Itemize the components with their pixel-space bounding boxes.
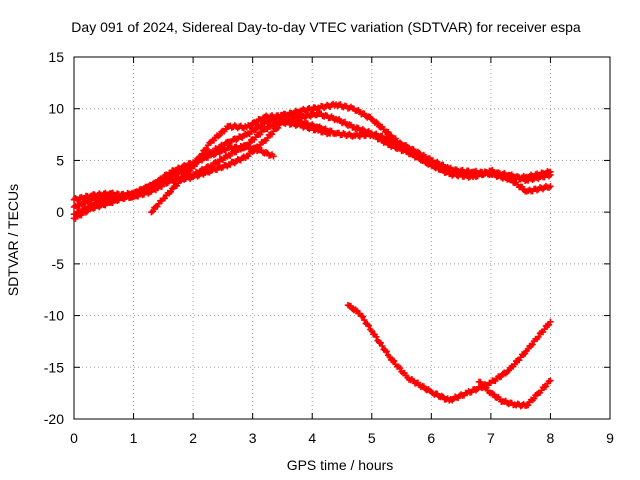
data-point-marker bbox=[530, 395, 538, 402]
x-tick-label: 7 bbox=[487, 430, 495, 446]
y-tick-label: -5 bbox=[52, 256, 65, 272]
x-axis-title: GPS time / hours bbox=[287, 457, 394, 473]
data-point-marker bbox=[361, 316, 368, 324]
series-trace-4 bbox=[70, 118, 334, 222]
x-tick-label: 3 bbox=[249, 430, 257, 446]
data-point-marker bbox=[524, 401, 532, 409]
axis-ticks: 0 1 2 3 4 5 6 7 8 9 15 10 5 0 -5 -10 -15 -20 bbox=[44, 49, 614, 446]
y-tick-label: -20 bbox=[44, 411, 64, 427]
y-tick-label: 15 bbox=[48, 49, 64, 65]
data-point-marker bbox=[529, 341, 536, 348]
data-point-marker bbox=[149, 207, 157, 215]
data-point-marker bbox=[186, 167, 194, 174]
data-point bbox=[547, 183, 554, 190]
x-tick-label: 6 bbox=[427, 430, 435, 446]
data-point bbox=[547, 171, 554, 179]
data-point bbox=[326, 130, 334, 137]
y-tick-label: 10 bbox=[48, 101, 64, 117]
data-point-marker bbox=[167, 188, 174, 195]
y-tick-label: -15 bbox=[44, 359, 64, 375]
data-point-marker bbox=[192, 160, 200, 168]
data-point-marker bbox=[390, 357, 398, 365]
y-axis-title: SDTVAR / TECUs bbox=[5, 184, 21, 296]
data-point-marker bbox=[396, 364, 404, 372]
x-tick-label: 2 bbox=[189, 430, 197, 446]
series-trace-5 bbox=[148, 143, 277, 216]
data-point-marker bbox=[274, 124, 282, 132]
plot-frame bbox=[73, 56, 611, 420]
data-point-marker bbox=[365, 322, 372, 329]
x-tick-label: 5 bbox=[368, 430, 376, 446]
data-point bbox=[547, 318, 554, 325]
grid bbox=[74, 57, 610, 419]
data-point-marker bbox=[383, 348, 390, 355]
series-trace-7 bbox=[475, 377, 554, 410]
series-layer bbox=[70, 100, 554, 410]
x-tick-label: 1 bbox=[130, 430, 138, 446]
data-point-marker bbox=[203, 145, 210, 153]
x-tick-label: 0 bbox=[70, 430, 78, 446]
data-point-marker bbox=[511, 361, 518, 368]
y-tick-label: 5 bbox=[56, 152, 64, 168]
x-tick-label: 9 bbox=[606, 430, 614, 446]
y-tick-label: 0 bbox=[56, 204, 64, 220]
y-tick-label: -10 bbox=[44, 308, 64, 324]
x-tick-label: 8 bbox=[547, 430, 555, 446]
data-point-marker bbox=[179, 175, 186, 183]
series-trace-3 bbox=[70, 116, 554, 218]
data-point bbox=[270, 153, 277, 160]
data-point-marker bbox=[379, 342, 386, 350]
data-point-marker bbox=[161, 195, 169, 202]
data-point bbox=[547, 377, 554, 384]
data-point-marker bbox=[535, 333, 542, 341]
data-point-marker bbox=[373, 333, 380, 340]
series-trace-6 bbox=[344, 302, 554, 404]
data-point-marker bbox=[359, 313, 367, 320]
chart-title: Day 091 of 2024, Sidereal Day-to-day VTE… bbox=[71, 19, 581, 35]
x-tick-label: 4 bbox=[308, 430, 316, 446]
